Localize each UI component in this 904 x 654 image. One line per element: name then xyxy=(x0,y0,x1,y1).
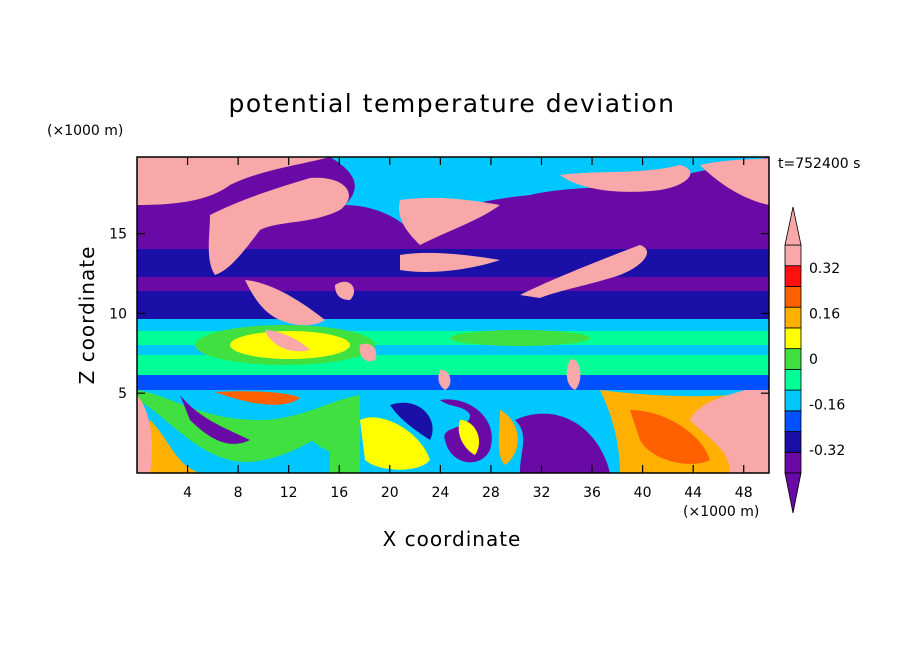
x-unit-label: (×1000 m) xyxy=(683,504,759,520)
x-tick-label: 48 xyxy=(735,485,753,501)
colorbar-segment xyxy=(784,244,802,267)
x-tick-label: 8 xyxy=(234,485,243,501)
colorbar-segment xyxy=(784,368,802,391)
x-tick-label: 28 xyxy=(482,485,500,501)
x-tick-label: 16 xyxy=(330,485,348,501)
plot-area xyxy=(137,157,769,473)
chart-title: potential temperature deviation xyxy=(229,89,676,118)
x-axis: 4 8 12 16 20 24 28 32 36 40 44 48 xyxy=(183,157,753,501)
x-tick-label: 36 xyxy=(583,485,601,501)
x-tick-label: 40 xyxy=(634,485,652,501)
y-tick-label: 15 xyxy=(109,227,127,243)
colorbar-segment xyxy=(784,327,802,350)
colorbar-segment xyxy=(784,348,802,370)
colorbar-segment xyxy=(784,286,802,308)
y-unit-label: (×1000 m) xyxy=(47,123,123,139)
x-axis-label: X coordinate xyxy=(383,527,522,551)
colorbar-label: 0.16 xyxy=(809,306,840,322)
y-tick-label: 5 xyxy=(118,386,127,402)
colorbar-label: -0.32 xyxy=(809,443,845,459)
colorbar-over-arrow xyxy=(784,206,802,246)
colorbar-segment xyxy=(784,451,802,474)
colorbar-under-arrow xyxy=(784,472,802,514)
colorbar-segment xyxy=(784,410,802,432)
x-tick-label: 20 xyxy=(381,485,399,501)
x-tick-label: 44 xyxy=(684,485,702,501)
colorbar-label: -0.16 xyxy=(809,398,845,414)
colorbar-segment xyxy=(784,389,802,412)
time-label: t=752400 s xyxy=(778,156,860,172)
x-tick-label: 32 xyxy=(533,485,551,501)
y-axis: 5 10 15 xyxy=(109,227,769,402)
x-tick-label: 24 xyxy=(431,485,449,501)
colorbar-label: 0.32 xyxy=(809,261,840,277)
colorbar: -0.32 -0.16 0 0.16 0.32 xyxy=(784,206,845,514)
x-tick-label: 4 xyxy=(183,485,192,501)
y-axis-label: Z coordinate xyxy=(75,246,99,385)
plot-frame xyxy=(136,156,770,474)
colorbar-label: 0 xyxy=(809,352,818,368)
colorbar-segment xyxy=(784,431,802,453)
x-tick-label: 12 xyxy=(280,485,298,501)
colorbar-segment xyxy=(784,265,802,287)
colorbar-segment xyxy=(784,306,802,329)
y-tick-label: 10 xyxy=(109,306,127,322)
